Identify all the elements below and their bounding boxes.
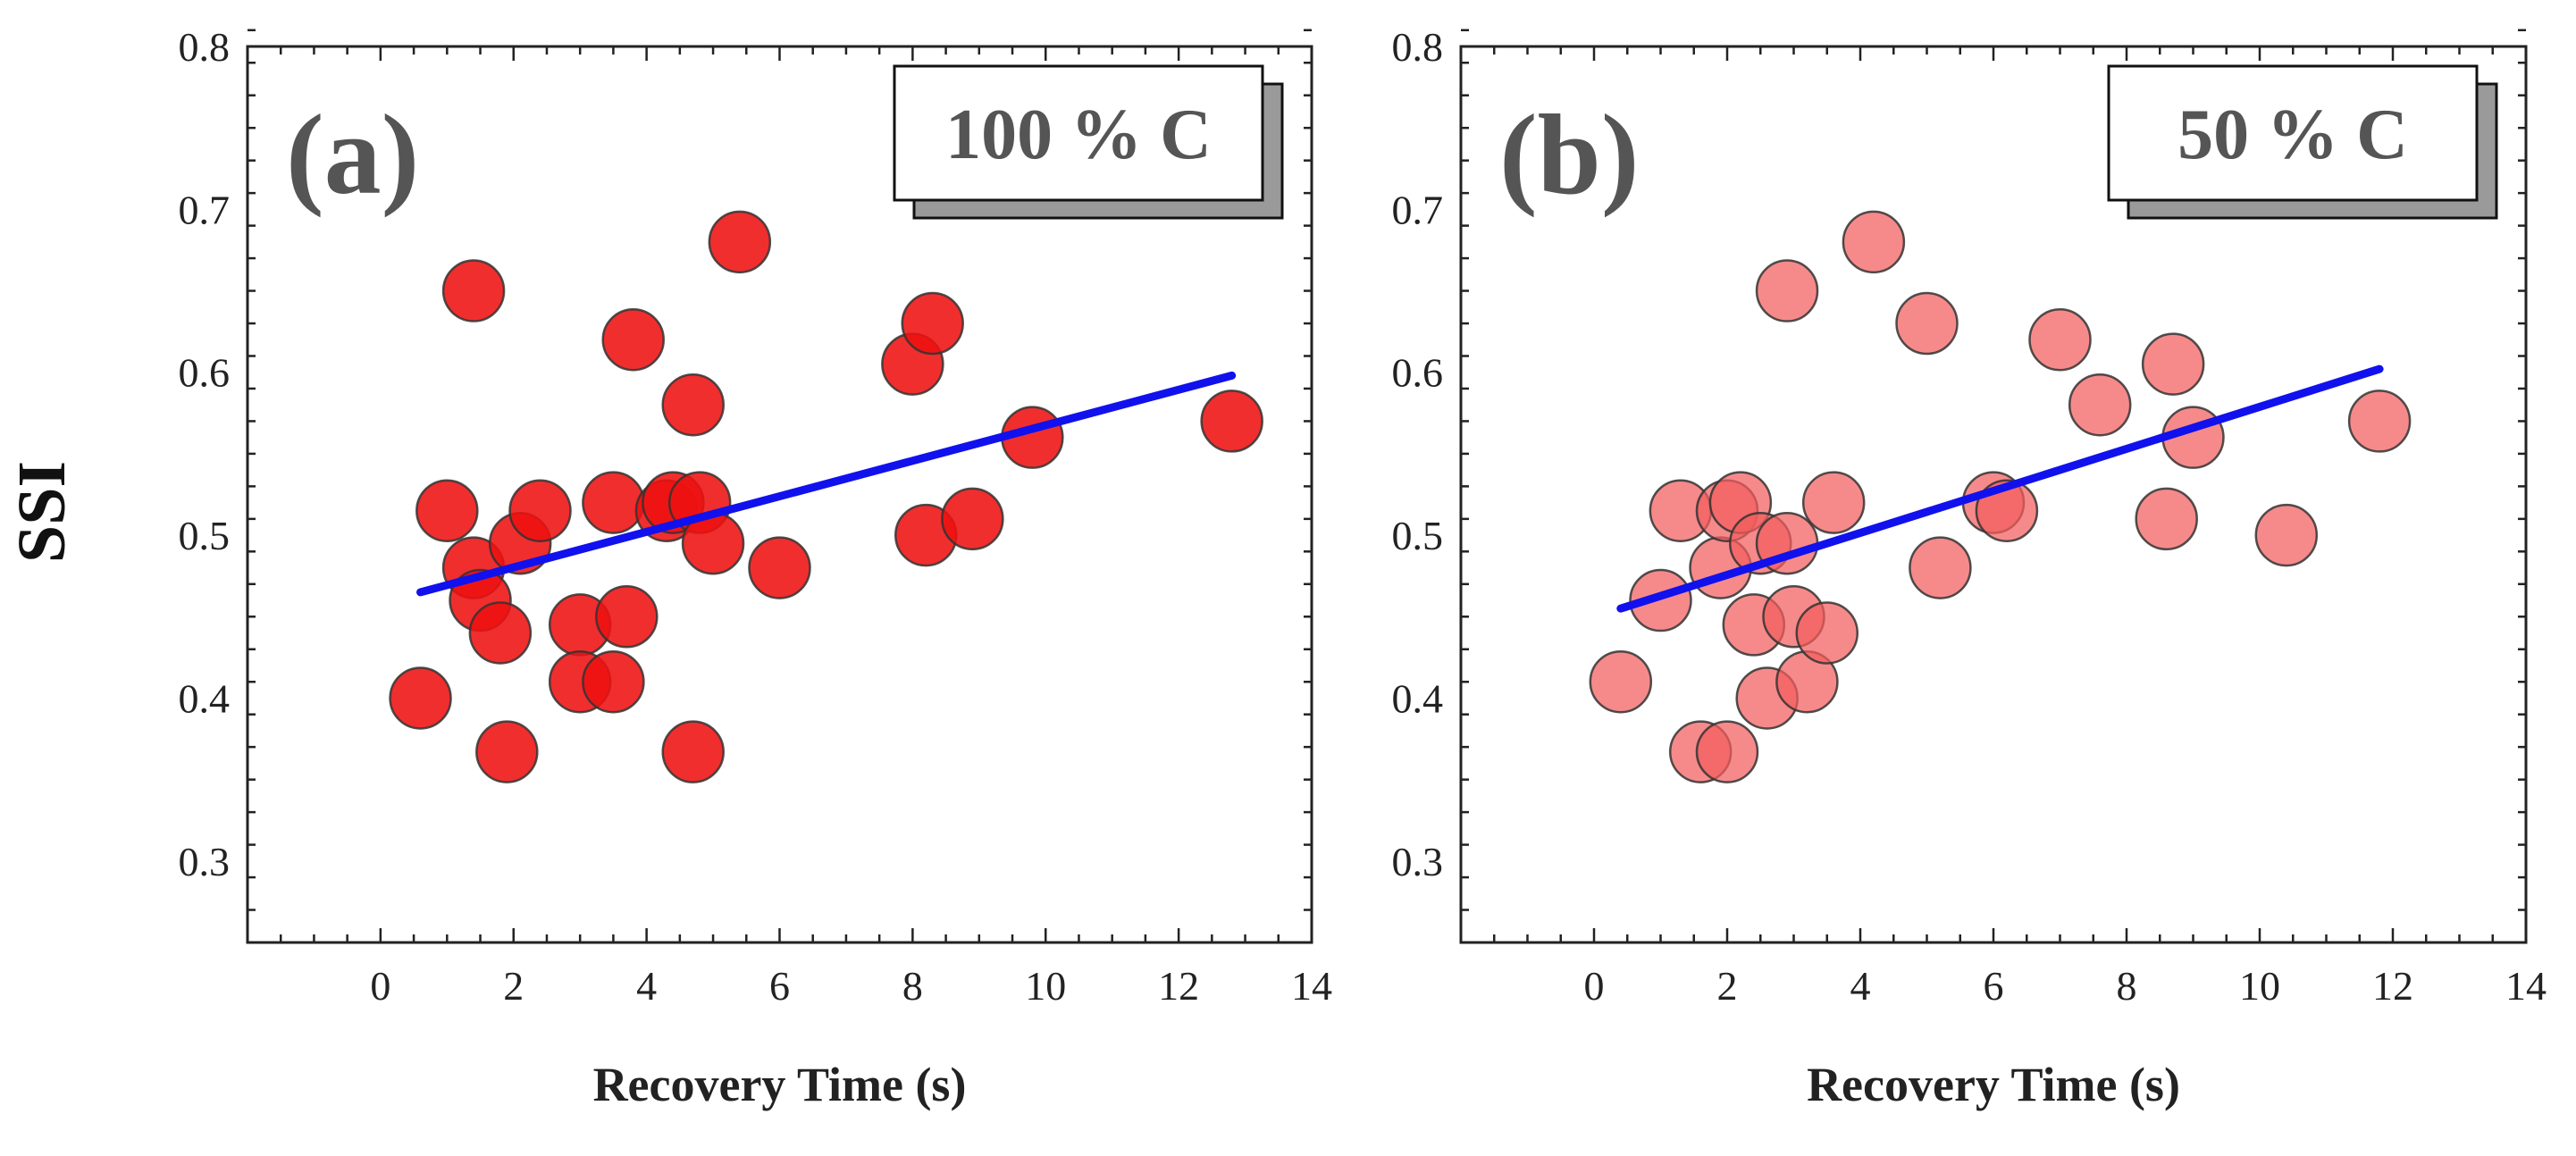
- condition-box: [893, 64, 1264, 202]
- data-point: [601, 308, 665, 372]
- y-tick-label: 0.8: [179, 24, 231, 70]
- data-point: [708, 210, 772, 274]
- data-point: [508, 479, 572, 542]
- data-point: [901, 291, 964, 356]
- y-tick-label: 0.7: [1392, 187, 1444, 232]
- data-point: [2028, 308, 2092, 372]
- x-tick-label: 14: [1291, 963, 1332, 1009]
- y-tick-label: 0.4: [179, 675, 231, 721]
- data-point: [1695, 720, 1759, 783]
- data-point: [2141, 332, 2205, 396]
- data-point: [1909, 536, 1972, 599]
- x-tick-label: 8: [902, 963, 923, 1009]
- y-tick-label: 0.5: [1392, 513, 1444, 558]
- x-tick-label: 6: [1984, 963, 2004, 1009]
- x-tick-label: 0: [370, 963, 390, 1009]
- x-tick-label: 8: [2117, 963, 2137, 1009]
- data-point: [2254, 503, 2319, 567]
- panel-a: 0 2 4 6 8 10 12 14 0.3 0.4 0.5 0.6 0.7 0.8 Recovery Ti…: [179, 24, 1333, 1111]
- data-point: [595, 585, 659, 649]
- y-tick-label: 0.7: [179, 187, 231, 232]
- data-point: [1200, 390, 1263, 453]
- data-point: [661, 720, 725, 783]
- y-axis-title: SSI: [4, 461, 80, 563]
- data-point: [1895, 291, 1959, 356]
- y-tick-label: 0.4: [1392, 675, 1444, 721]
- data-point: [1629, 568, 1692, 632]
- x-tick-label: 4: [636, 963, 657, 1009]
- x-axis-label: Recovery Time (s): [593, 1058, 967, 1111]
- y-tick-label: 0.3: [1392, 839, 1444, 884]
- condition-box: [2107, 64, 2479, 202]
- x-tick-label: 6: [769, 963, 790, 1009]
- x-tick-label: 2: [503, 963, 524, 1009]
- y-tick-label: 0.6: [179, 350, 231, 396]
- x-tick-label: 10: [2239, 963, 2280, 1009]
- x-tick-label: 12: [1158, 963, 1199, 1009]
- y-tick-label: 0.8: [1392, 24, 1444, 70]
- condition-label: 100 % C: [945, 96, 1212, 174]
- data-point: [1755, 259, 1819, 323]
- x-axis-label: Recovery Time (s): [1807, 1058, 2180, 1111]
- data-point: [582, 649, 645, 714]
- data-point: [389, 666, 452, 730]
- data-point: [661, 373, 725, 437]
- data-point: [2135, 487, 2198, 551]
- panel-label: (b): [1499, 91, 1639, 218]
- trend-line: [1616, 364, 2384, 613]
- panel-b: 0 2 4 6 8 10 12 14 0.3 0.4 0.5 0.6 0.7 0.8 Recovery Ti…: [1392, 24, 2547, 1111]
- data-point: [2347, 390, 2412, 453]
- data-point: [1801, 471, 1866, 534]
- condition-label: 50 % C: [2177, 96, 2408, 174]
- data-point: [748, 536, 811, 599]
- x-tick-label: 12: [2372, 963, 2413, 1009]
- data-point: [941, 487, 1004, 551]
- y-tick-label: 0.6: [1392, 350, 1444, 396]
- x-tick-label: 10: [1025, 963, 1066, 1009]
- data-point: [475, 720, 539, 783]
- x-tick-label: 14: [2505, 963, 2547, 1009]
- data-point: [415, 479, 479, 542]
- trend-line: [416, 371, 1237, 597]
- data-point: [1842, 210, 1906, 274]
- x-tick-label: 4: [1850, 963, 1871, 1009]
- x-tick-label: 2: [1717, 963, 1738, 1009]
- data-point: [1795, 601, 1859, 665]
- y-tick-label: 0.3: [179, 839, 231, 884]
- data-point: [2068, 373, 2132, 437]
- data-point: [468, 601, 533, 665]
- data-point: [582, 471, 645, 534]
- data-point: [1589, 649, 1653, 714]
- panel-label: (a): [286, 91, 419, 218]
- data-point: [441, 259, 506, 323]
- y-tick-label: 0.5: [179, 513, 231, 558]
- x-tick-label: 0: [1584, 963, 1605, 1009]
